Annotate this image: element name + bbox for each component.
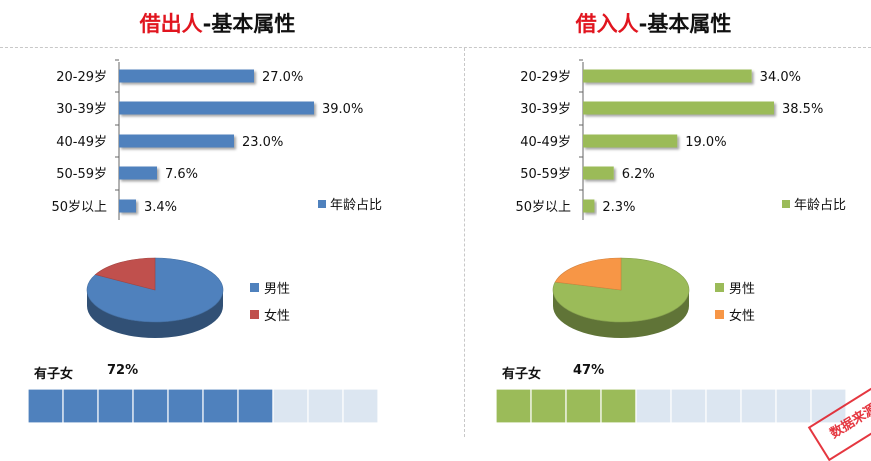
- progress-cell-empty: [670, 388, 707, 424]
- progress-cell-filled: [62, 388, 99, 424]
- progress-cell-filled: [530, 388, 567, 424]
- bar-category-label: 50-59岁: [520, 167, 571, 182]
- legend-label: 男性: [264, 282, 290, 297]
- progress-cell-empty: [810, 388, 847, 424]
- bar-category-label: 20-29岁: [56, 70, 107, 85]
- lender-title-highlight: 借出人: [139, 12, 203, 36]
- bar: [583, 166, 614, 180]
- progress-cell-filled: [600, 388, 637, 424]
- progress-cell-filled: [167, 388, 204, 424]
- lender-title: 借出人-基本属性: [0, 8, 435, 38]
- pie-slice: [94, 257, 156, 291]
- bar-category-label: 30-39岁: [520, 102, 571, 117]
- vertical-divider: [464, 48, 465, 437]
- bar: [119, 69, 254, 83]
- lender-kids-value: 72%: [107, 363, 139, 378]
- legend-swatch: [318, 200, 326, 208]
- bar-category-label: 20-29岁: [520, 70, 571, 85]
- bar: [583, 199, 595, 213]
- progress-cell-empty: [307, 388, 344, 424]
- bar: [583, 134, 678, 148]
- bar-value-label: 39.0%: [322, 102, 363, 117]
- bar: [583, 69, 752, 83]
- bar-value-label: 3.4%: [144, 200, 177, 215]
- pie-side: [553, 290, 689, 338]
- progress-cell-empty: [342, 388, 379, 424]
- bar: [119, 101, 314, 115]
- lender-panel: 借出人-基本属性 20-29岁 27.0% 30-39岁 39.0% 40-49岁 23.…: [0, 0, 435, 437]
- legend-label: 女性: [264, 308, 290, 324]
- bar-category-label: 50岁以上: [51, 200, 107, 215]
- progress-cell-empty: [272, 388, 309, 424]
- progress-cell-filled: [132, 388, 169, 424]
- bar-value-label: 19.0%: [685, 135, 726, 150]
- legend-swatch: [715, 283, 724, 292]
- progress-cell-filled: [97, 388, 134, 424]
- horizontal-divider: [0, 47, 871, 48]
- legend-label: 男性: [729, 282, 755, 297]
- bar-value-label: 27.0%: [262, 70, 303, 85]
- progress-cell-empty: [740, 388, 777, 424]
- legend-swatch: [715, 310, 724, 319]
- progress-cell-filled: [565, 388, 602, 424]
- borrower-charts: 20-29岁 34.0% 30-39岁 38.5% 40-49岁 19.0% 50-59岁 6…: [495, 59, 847, 424]
- progress-cell-empty: [775, 388, 812, 424]
- borrower-title-rest: -基本属性: [638, 12, 732, 36]
- progress-cell-filled: [202, 388, 239, 424]
- bar-value-label: 2.3%: [602, 200, 635, 215]
- pie-slice: [554, 257, 622, 291]
- progress-cell-filled: [237, 388, 274, 424]
- bar: [119, 199, 136, 213]
- borrower-title: 借入人-基本属性: [436, 8, 871, 38]
- bar-value-label: 23.0%: [242, 135, 283, 150]
- bar-category-label: 50岁以上: [515, 200, 571, 215]
- bar-value-label: 34.0%: [760, 70, 801, 85]
- progress-cell-empty: [705, 388, 742, 424]
- bar-category-label: 40-49岁: [56, 135, 107, 150]
- legend-label: 年龄占比: [330, 198, 382, 213]
- pie-side: [87, 290, 223, 338]
- legend-swatch: [782, 200, 790, 208]
- progress-cell-filled: [495, 388, 532, 424]
- lender-charts: 20-29岁 27.0% 30-39岁 39.0% 40-49岁 23.0% 50-59岁 7…: [27, 59, 382, 424]
- bar: [119, 166, 157, 180]
- bar-value-label: 6.2%: [622, 167, 655, 182]
- bar: [583, 101, 774, 115]
- lender-title-rest: -基本属性: [202, 12, 296, 36]
- borrower-panel: 借入人-基本属性 20-29岁 34.0% 30-39岁 38.5% 40-49岁 19.…: [436, 0, 871, 437]
- borrower-title-highlight: 借入人: [575, 12, 639, 36]
- bar-value-label: 38.5%: [782, 102, 823, 117]
- pie-slice: [86, 257, 224, 323]
- bar-category-label: 40-49岁: [520, 135, 571, 150]
- legend-label: 女性: [729, 308, 755, 324]
- borrower-kids-value: 47%: [573, 363, 605, 378]
- bar-category-label: 50-59岁: [56, 167, 107, 182]
- borrower-kids-label: 有子女: [502, 367, 542, 382]
- lender-kids-label: 有子女: [34, 367, 74, 382]
- bar-category-label: 30-39岁: [56, 102, 107, 117]
- progress-cell-filled: [27, 388, 64, 424]
- legend-label: 年龄占比: [794, 198, 846, 213]
- legend-swatch: [250, 310, 259, 319]
- bar-value-label: 7.6%: [165, 167, 198, 182]
- bar: [119, 134, 234, 148]
- legend-swatch: [250, 283, 259, 292]
- progress-cell-empty: [635, 388, 672, 424]
